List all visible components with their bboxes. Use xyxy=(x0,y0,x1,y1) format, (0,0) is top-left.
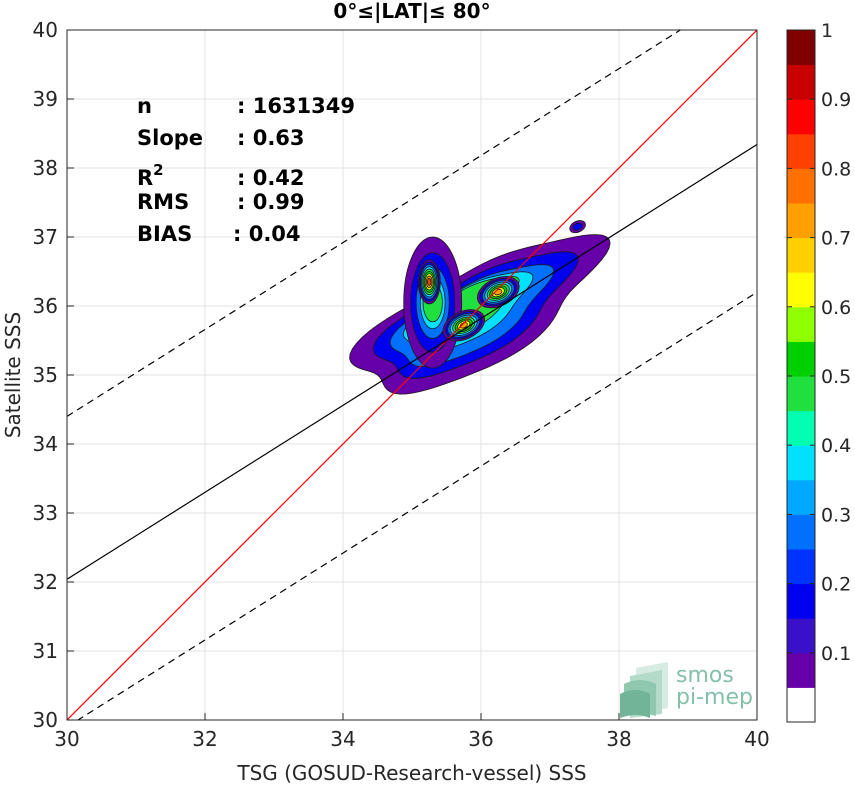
colorbar-swatch xyxy=(787,376,815,412)
logo-line2: pi-mep xyxy=(676,685,753,710)
contour-peak-0-8 xyxy=(427,277,432,286)
stat-label-text: Slope xyxy=(137,126,203,150)
y-tick-label: 33 xyxy=(33,501,58,525)
stat-label-text: RMS xyxy=(137,190,189,214)
colorbar-tick-label: 0.6 xyxy=(821,297,851,319)
y-tick-label: 35 xyxy=(33,363,58,387)
colorbar-tick-label: 0.2 xyxy=(821,574,851,596)
x-axis-ticks: 30 32 34 36 38 40 xyxy=(54,713,770,751)
x-tick-label: 40 xyxy=(744,727,769,751)
x-axis-label: TSG (GOSUD-Research-vessel) SSS xyxy=(236,761,586,785)
colorbar-tick-label: 0.9 xyxy=(821,89,851,111)
line-upper-bound xyxy=(67,30,682,417)
colorbar-tick-label: 1 xyxy=(821,20,833,42)
y-tick-label: 40 xyxy=(33,18,58,42)
colorbar-swatch xyxy=(787,583,815,619)
y-tick-label: 36 xyxy=(33,294,58,318)
stat-label: RMS xyxy=(137,190,189,214)
y-tick-label: 32 xyxy=(33,570,58,594)
colorbar-swatch xyxy=(787,549,815,585)
chart-title: 0°≤|LAT|≤ 80° xyxy=(333,0,490,23)
x-tick-label: 32 xyxy=(192,727,217,751)
colorbar-swatch xyxy=(787,687,815,723)
stats-box: n : 1631349 Slope : 0.63 R2 : 0.42 RMS : 0.99 BI… xyxy=(137,94,355,246)
line-regression xyxy=(67,144,757,580)
stat-value: : 0.99 xyxy=(237,190,305,214)
colorbar-tick-label: 0.4 xyxy=(821,435,851,457)
line-identity xyxy=(67,30,757,720)
stat-value: : 0.42 xyxy=(237,166,305,190)
x-tick-label: 38 xyxy=(606,727,631,751)
x-tick-label: 30 xyxy=(54,727,79,751)
stat-value: : 0.63 xyxy=(237,126,305,150)
y-axis-label: Satellite SSS xyxy=(1,312,25,438)
y-axis-ticks: 30 31 32 33 34 35 36 37 38 39 40 xyxy=(33,18,74,732)
line-lower-bound xyxy=(76,291,757,720)
stat-label: Slope xyxy=(137,126,203,150)
colorbar-swatch xyxy=(787,514,815,550)
logo-line1: smos xyxy=(676,663,734,688)
colorbar-swatch xyxy=(787,410,815,446)
stat-label-sup: 2 xyxy=(153,161,163,179)
colorbar-swatch xyxy=(787,64,815,100)
colorbar-swatch xyxy=(787,445,815,481)
stat-label-text: n xyxy=(137,94,152,118)
colorbar-tick-label: 0.3 xyxy=(821,504,851,526)
stat-label: n xyxy=(137,94,152,118)
stat-label-text: R xyxy=(137,166,153,190)
colorbar-swatch xyxy=(787,272,815,308)
colorbar-swatch xyxy=(787,618,815,654)
stat-label: R2 xyxy=(137,161,164,190)
y-tick-label: 37 xyxy=(33,225,58,249)
colorbar-swatch xyxy=(787,99,815,135)
y-tick-label: 30 xyxy=(33,708,58,732)
y-tick-label: 39 xyxy=(33,87,58,111)
colorbar-swatch xyxy=(787,133,815,169)
colorbar-tick-label: 0.8 xyxy=(821,158,851,180)
smos-pimep-logo: smos pi-mep xyxy=(620,662,753,718)
colorbar-tick-label: 0.7 xyxy=(821,228,851,250)
x-tick-label: 34 xyxy=(330,727,355,751)
x-tick-label: 36 xyxy=(468,727,493,751)
colorbar-swatch xyxy=(787,341,815,377)
y-tick-label: 38 xyxy=(33,156,58,180)
colorbar-tick-label: 0.1 xyxy=(821,643,851,665)
stat-value: : 0.04 xyxy=(233,222,301,246)
colorbar-swatch xyxy=(787,168,815,204)
stat-label: BIAS xyxy=(137,222,192,246)
logo-waves-icon xyxy=(620,662,668,718)
colorbar-swatch xyxy=(787,30,815,66)
reference-lines xyxy=(67,30,757,720)
colorbar-swatch xyxy=(787,237,815,273)
colorbar-swatch xyxy=(787,203,815,239)
colorbar-swatch xyxy=(787,479,815,515)
colorbar: 0.1 0.2 0.3 0.4 0.5 0.6 0.7 0.8 0.9 1 xyxy=(786,20,851,723)
colorbar-tick-label: 0.5 xyxy=(821,366,851,388)
y-tick-label: 34 xyxy=(33,432,58,456)
colorbar-swatch xyxy=(787,306,815,342)
contour-peak-3-1 xyxy=(572,222,583,231)
stat-value: : 1631349 xyxy=(237,94,355,118)
y-tick-label: 31 xyxy=(33,639,58,663)
colorbar-swatch xyxy=(787,652,815,688)
stat-label-text: BIAS xyxy=(137,222,192,246)
